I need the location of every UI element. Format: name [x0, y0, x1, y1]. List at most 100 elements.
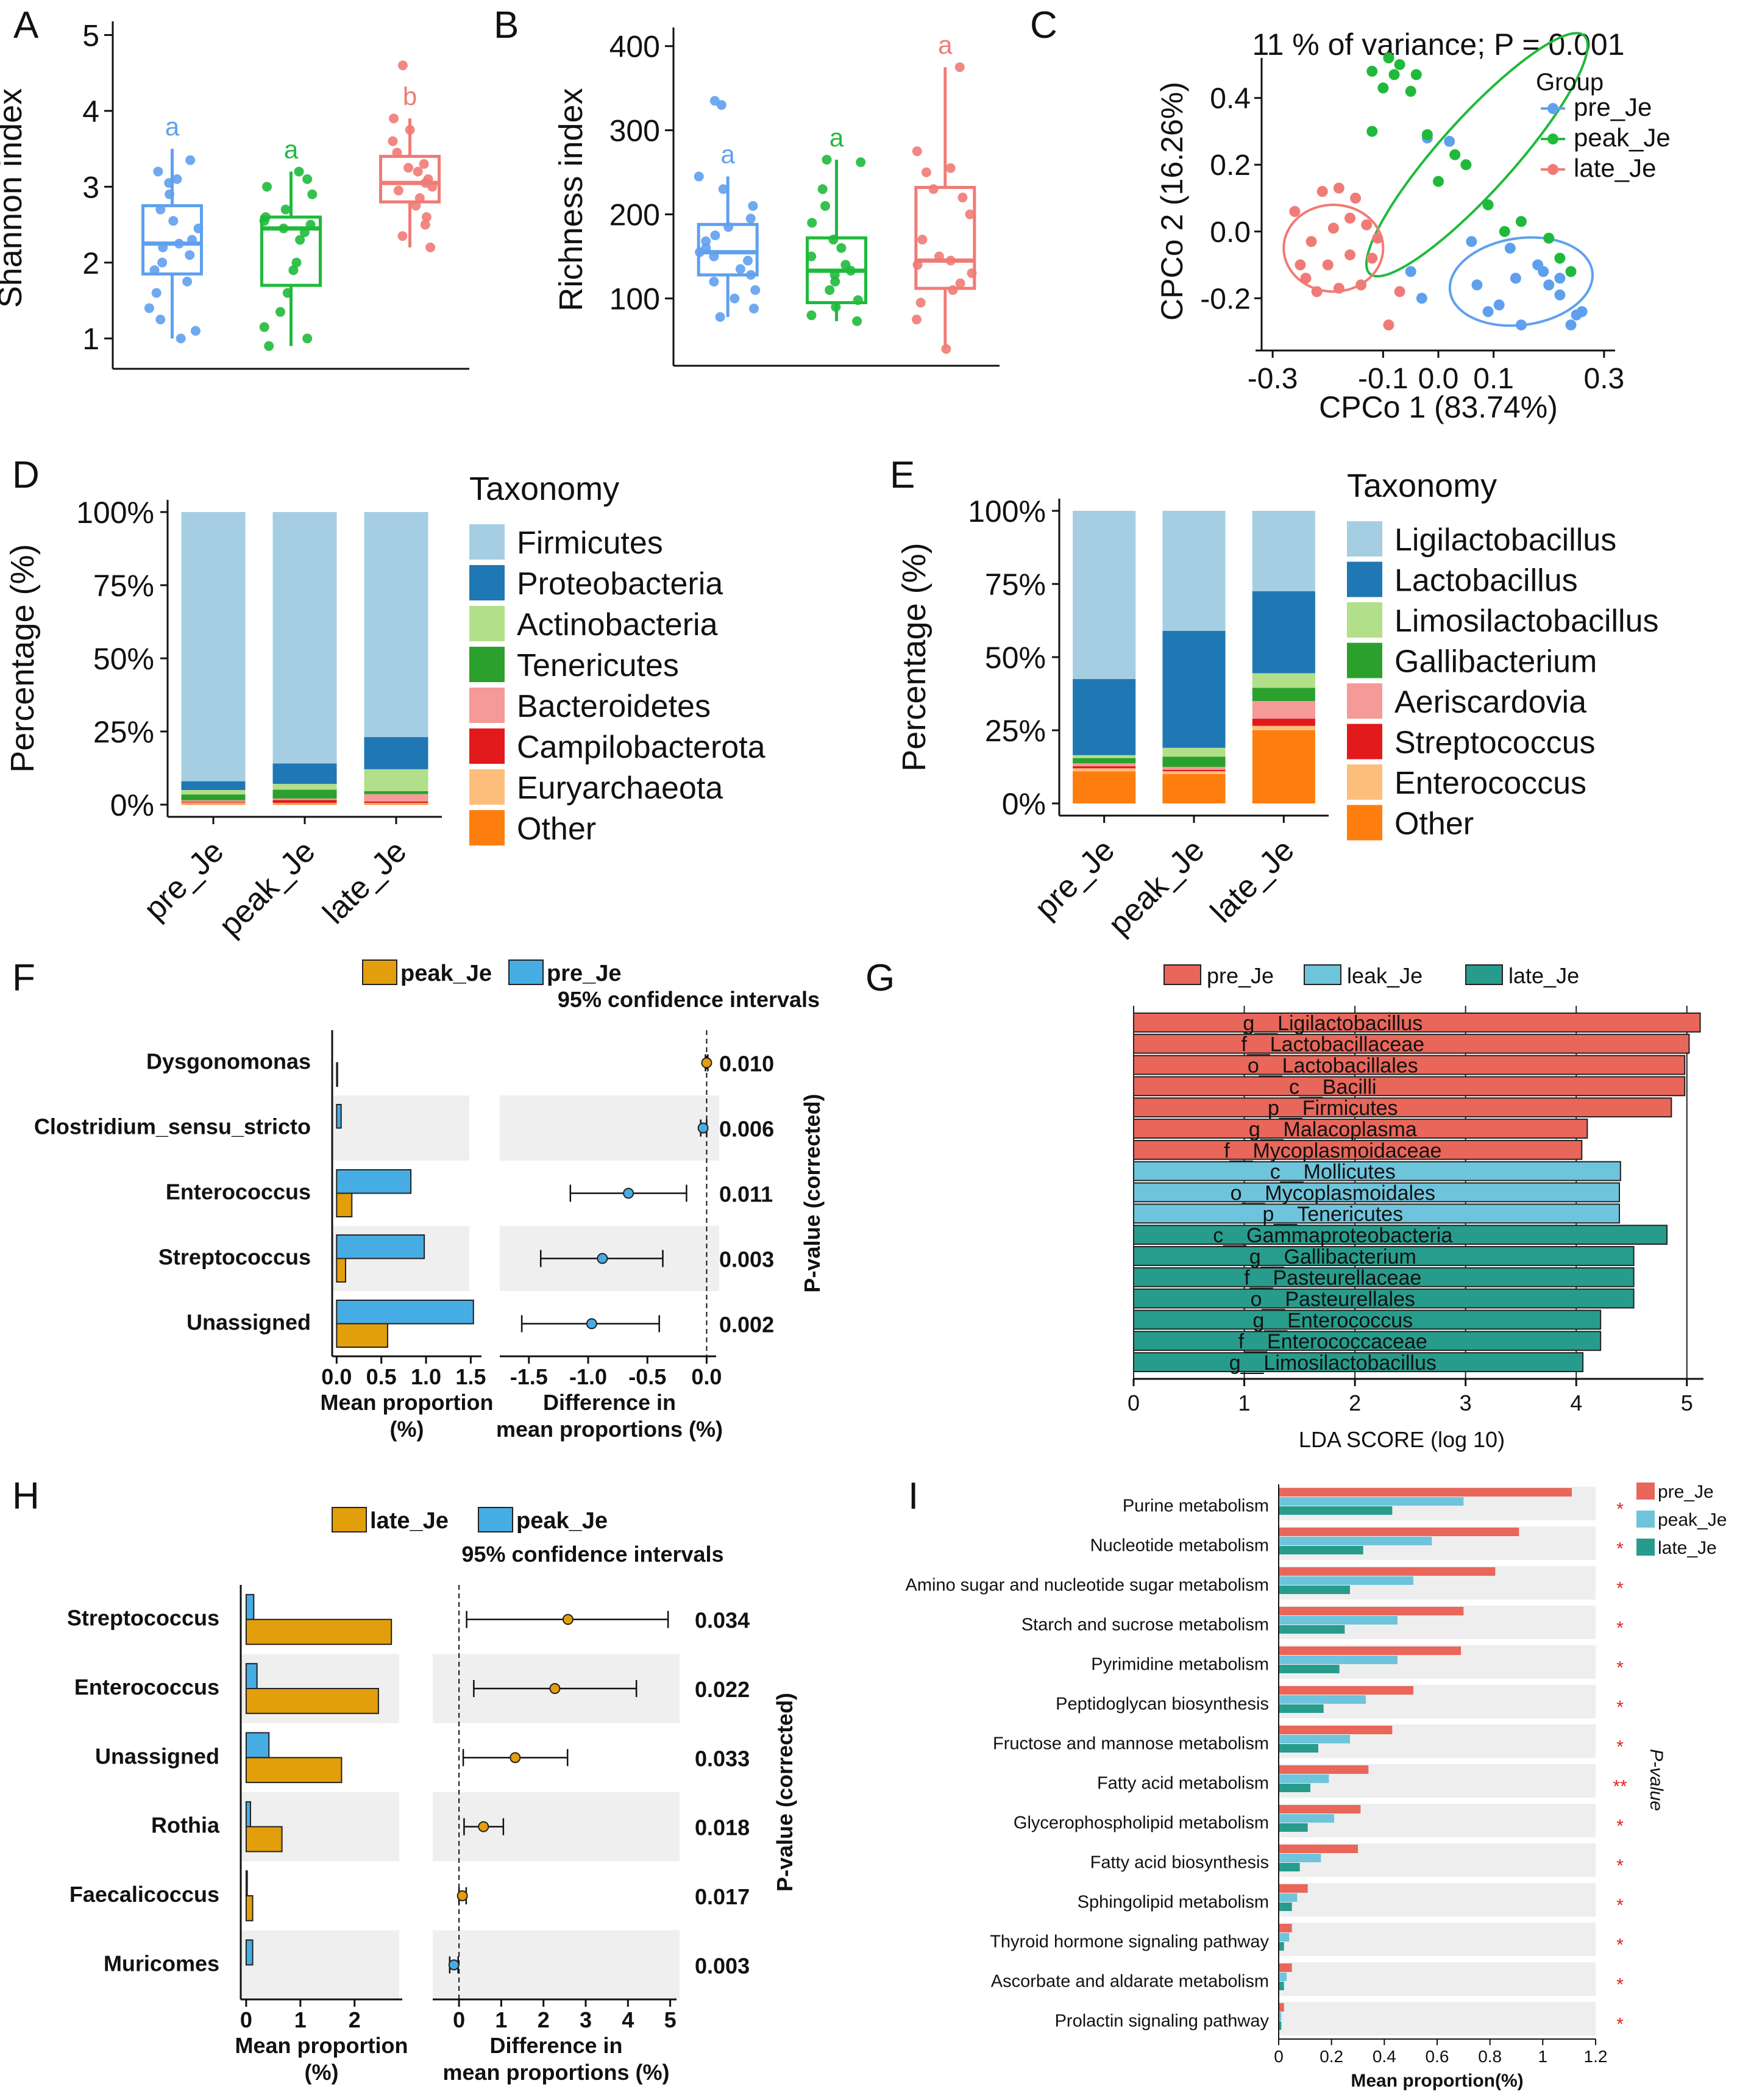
legend-label: Enterococcus [1394, 766, 1586, 801]
x-tick-label: 1.5 [455, 1364, 486, 1389]
legend-label: Streptococcus [1394, 725, 1596, 761]
data-point [1504, 243, 1516, 254]
legend-label: Ligilactobacillus [1394, 522, 1616, 558]
bar [1279, 1814, 1334, 1823]
data-point [1361, 219, 1373, 230]
x-tick-label: 0 [1128, 1390, 1140, 1415]
x-tick-label: 3 [580, 2007, 592, 2032]
bar-segment [364, 769, 428, 791]
x-tick-label: 0.0 [691, 1364, 722, 1389]
data-point [1543, 232, 1555, 244]
bar [1279, 2021, 1282, 2030]
bar [1279, 1924, 1292, 1932]
pathway-label: Sphingolipid metabolism [1078, 1893, 1269, 1912]
row-background [1279, 1923, 1596, 1956]
bar [1279, 1744, 1318, 1753]
feature-label: p__Tenericutes [1262, 1203, 1403, 1226]
bar-segment [1252, 673, 1315, 688]
y-tick-label: 0.0 [1210, 216, 1251, 249]
x-tick-label: 0.0 [321, 1364, 352, 1389]
data-point [746, 269, 756, 280]
feature-label: g__Ligilactobacillus [1243, 1012, 1423, 1035]
bar-segment [364, 737, 428, 769]
feature-label: o__Mycoplasmoidales [1231, 1181, 1435, 1205]
row-label: Muricomes [104, 1951, 219, 1976]
legend-swatch [1347, 602, 1382, 638]
lda-bar [1133, 1013, 1701, 1033]
data-point [1333, 282, 1344, 294]
bar [1279, 1537, 1432, 1545]
legend-label: Limosilactobacillus [1394, 603, 1659, 639]
data-point [288, 265, 299, 276]
data-point [405, 125, 415, 135]
bar [1279, 1774, 1329, 1783]
bar-segment [1252, 718, 1315, 726]
x-axis-label: (%) [305, 2060, 339, 2085]
legend-label: leak_Je [1347, 963, 1423, 988]
x-tick-label: -1.0 [569, 1364, 607, 1389]
data-point [957, 193, 968, 203]
bar [1279, 1497, 1464, 1506]
significance-star: * [1616, 1935, 1624, 1956]
bar-segment [1162, 511, 1226, 631]
significance-letter: a [720, 140, 735, 169]
x-axis-label: Difference in [543, 1390, 676, 1415]
bar [1279, 1586, 1350, 1594]
feature-label: c__Bacilli [1289, 1075, 1377, 1098]
data-point [388, 113, 399, 124]
row-stripe [500, 1095, 719, 1161]
diff-point [697, 1122, 709, 1134]
data-point [1405, 85, 1416, 97]
y-tick-label: 1 [82, 322, 99, 356]
bar-segment [1162, 630, 1226, 748]
data-point [420, 219, 430, 230]
x-tick-label: 1 [1238, 1390, 1251, 1415]
p-value: 0.017 [695, 1884, 750, 1909]
data-point [302, 333, 313, 344]
bar-segment [181, 802, 246, 804]
feature-label: g__Enterococcus [1252, 1309, 1413, 1332]
x-tick-label: peak_Je [1101, 832, 1211, 942]
data-point [1300, 272, 1312, 284]
data-point [748, 201, 758, 211]
data-point [264, 341, 274, 351]
data-point [1460, 159, 1472, 171]
row-label: Dysgonomonas [146, 1049, 311, 1074]
row-label: Unassigned [95, 1743, 219, 1768]
data-point [1493, 299, 1505, 311]
data-point [1554, 252, 1566, 264]
legend-label: pre_Je [1658, 1482, 1714, 1502]
data-point [1444, 135, 1455, 147]
bar [1279, 1528, 1519, 1536]
data-point [282, 288, 293, 298]
y-axis-label: Percentage (%) [4, 544, 41, 772]
pathway-label: Fatty acid biosynthesis [1090, 1853, 1269, 1873]
significance-letter: a [829, 123, 844, 152]
bar-segment [272, 789, 337, 799]
x-tick-label: 5 [1681, 1390, 1693, 1415]
diff-point [456, 1890, 468, 1901]
bar [1279, 1695, 1366, 1704]
x-axis-label: Difference in [489, 2033, 622, 2058]
data-point [1554, 289, 1566, 301]
data-point [392, 148, 402, 158]
bar-segment [364, 803, 428, 805]
data-point [1383, 319, 1394, 331]
y-tick-label: 300 [609, 114, 660, 148]
data-point [1333, 182, 1344, 194]
lda-bar [1133, 1203, 1621, 1224]
data-point [1316, 186, 1328, 198]
data-point [1499, 226, 1510, 237]
data-point [748, 304, 759, 314]
feature-label: f__Mycoplasmoidaceae [1224, 1139, 1441, 1162]
p-value-axis-label: P-value (corrected) [800, 1094, 825, 1292]
bar [1279, 1704, 1324, 1713]
x-tick-label: -0.3 [1248, 363, 1298, 395]
legend-swatch [469, 647, 505, 682]
data-point [176, 333, 186, 344]
bar-segment [1073, 763, 1136, 767]
data-point [836, 243, 847, 253]
significance-letter: a [165, 112, 180, 141]
data-point [934, 251, 944, 262]
